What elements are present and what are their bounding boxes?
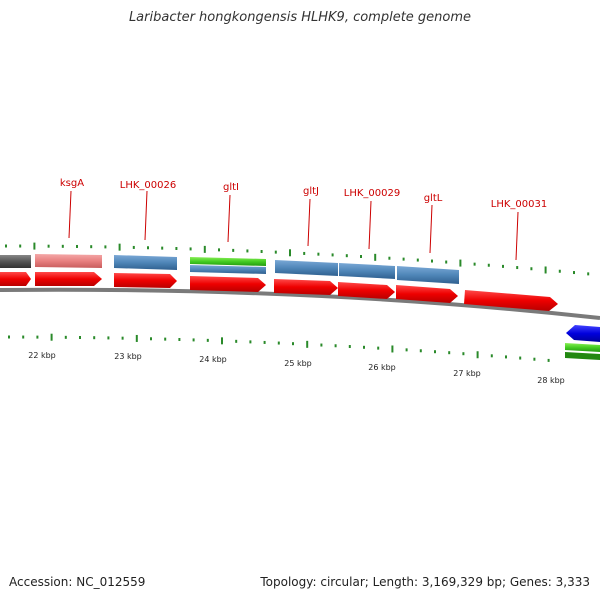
cds-arrow-gltL xyxy=(396,285,458,303)
gene-leader-line xyxy=(429,204,433,254)
feature-box-LHK_00029 xyxy=(339,263,395,279)
feature-box-gltJ xyxy=(275,260,338,276)
kbp-label: 23 kbp xyxy=(114,352,142,361)
gene-leader-line xyxy=(307,198,311,247)
gene-label-gltI: gltI xyxy=(223,182,239,193)
outer-tick-track xyxy=(5,242,590,276)
cds-arrow-gltI xyxy=(190,276,266,292)
feature-box-gltL xyxy=(397,266,459,284)
feature-arrow-blue xyxy=(566,325,600,342)
gene-label-layer: ksgA LHK_00026 gltI gltJ LHK_00029 gltL LHK_00… xyxy=(60,178,547,261)
cds-arrow-LHK_00026 xyxy=(114,273,177,288)
feature-box-gray xyxy=(0,255,31,268)
gene-label-gltJ: gltJ xyxy=(303,186,319,197)
feature-box-LHK_00026 xyxy=(114,255,177,270)
gene-label-ksgA: ksgA xyxy=(60,178,84,189)
gene-leader-line xyxy=(68,190,72,239)
kbp-label: 27 kbp xyxy=(453,369,481,378)
kbp-label-layer: 22 kbp 23 kbp 24 kbp 25 kbp 26 kbp 27 kbp 28 k… xyxy=(28,351,565,385)
genome-title: Laribacter hongkongensis HLHK9, complete… xyxy=(128,10,472,25)
inner-tick-track xyxy=(8,333,550,362)
gene-label-LHK_00029: LHK_00029 xyxy=(344,188,400,199)
feature-box-green-dark xyxy=(565,352,600,360)
kbp-label: 25 kbp xyxy=(284,359,312,368)
gene-leader-line xyxy=(368,200,372,250)
cds-arrow-gltJ xyxy=(274,279,338,295)
feature-box-green-light xyxy=(565,343,600,352)
cds-track xyxy=(0,272,558,311)
gene-leader-line xyxy=(144,190,148,241)
gene-label-gltL: gltL xyxy=(424,193,443,204)
genome-summary-text: Topology: circular; Length: 3,169,329 bp… xyxy=(260,575,590,589)
feature-box-ksgA xyxy=(35,254,102,268)
feature-track-lower xyxy=(565,325,600,360)
kbp-label: 24 kbp xyxy=(199,355,227,364)
feature-box-gltI-green xyxy=(190,257,266,266)
kbp-label: 22 kbp xyxy=(28,351,56,360)
accession-text: Accession: NC_012559 xyxy=(9,575,146,589)
cds-arrow-ksgA xyxy=(35,272,102,286)
kbp-label: 28 kbp xyxy=(537,376,565,385)
genome-backbone xyxy=(0,287,600,320)
feature-box-gltI-blue xyxy=(190,265,266,274)
cds-arrow-LHK_00031 xyxy=(464,290,558,311)
cds-arrow-LHK_00029 xyxy=(338,282,395,299)
gene-leader-line xyxy=(227,194,231,243)
cds-arrow-0 xyxy=(0,272,31,286)
gene-label-LHK_00026: LHK_00026 xyxy=(120,180,176,191)
kbp-label: 26 kbp xyxy=(368,363,396,372)
feature-track-upper xyxy=(0,254,459,284)
gene-label-LHK_00031: LHK_00031 xyxy=(491,199,547,210)
gene-leader-line xyxy=(515,211,519,261)
